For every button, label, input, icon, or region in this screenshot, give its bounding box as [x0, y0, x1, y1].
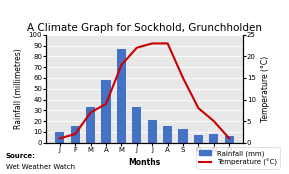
Bar [225, 136, 234, 143]
Title: A Climate Graph for Sockhold, Grunchholden: A Climate Graph for Sockhold, Grunchhold… [27, 23, 262, 33]
Bar [86, 107, 95, 143]
Text: Source:: Source: [6, 153, 36, 159]
Bar [132, 107, 141, 143]
Y-axis label: Rainfall (millimetres): Rainfall (millimetres) [14, 48, 23, 129]
Bar [55, 132, 64, 143]
Bar [209, 134, 218, 143]
Text: Wet Weather Watch: Wet Weather Watch [6, 164, 75, 169]
Y-axis label: Temperature (°C): Temperature (°C) [262, 56, 271, 122]
X-axis label: Months: Months [128, 158, 161, 167]
Bar [163, 126, 172, 143]
Bar [178, 129, 188, 143]
Bar [101, 80, 111, 143]
Bar [117, 49, 126, 143]
Legend: Rainfall (mm), Temperature (°C): Rainfall (mm), Temperature (°C) [196, 147, 280, 169]
Bar [71, 126, 80, 143]
Bar [148, 120, 157, 143]
Bar [194, 135, 203, 143]
